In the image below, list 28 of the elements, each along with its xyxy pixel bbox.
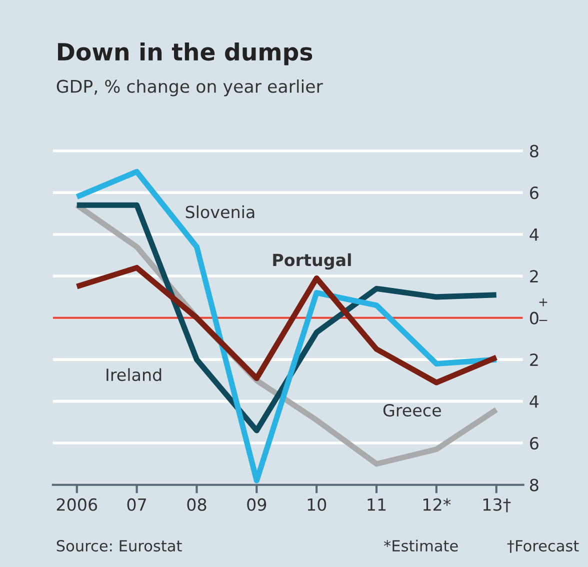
y-tick-label: 4 bbox=[530, 395, 539, 408]
x-tick-label: 07 bbox=[127, 498, 146, 511]
text: − bbox=[539, 320, 548, 321]
y-tick-label: 8 bbox=[530, 478, 538, 492]
x-tick-label: 2006 bbox=[56, 498, 98, 511]
y-tick-label: 6 bbox=[530, 437, 538, 450]
series-label: Portugal bbox=[273, 253, 351, 270]
y-tick-label: 6 bbox=[530, 186, 538, 200]
chart-title: Down in the dumps bbox=[58, 42, 312, 66]
x-tick-label: 10 bbox=[308, 498, 326, 511]
series-label: Greece bbox=[383, 404, 441, 417]
y-tick-label: 4 bbox=[530, 228, 539, 241]
y-tick-label: 2 bbox=[530, 354, 538, 366]
chart-subtitle: GDP, % change on year earlier bbox=[56, 79, 323, 96]
series-label: Slovenia bbox=[186, 205, 254, 218]
source-note: Source: Eurostat bbox=[56, 540, 182, 552]
y-tick-label: 2 bbox=[530, 270, 538, 282]
text: + bbox=[539, 298, 548, 306]
text: †Forecast bbox=[507, 540, 579, 553]
text: *Estimate bbox=[384, 540, 458, 552]
x-tick-label: 13† bbox=[483, 498, 511, 512]
x-tick-label: 12* bbox=[423, 498, 451, 511]
x-tick-label: 11 bbox=[368, 498, 386, 511]
x-tick-label: 08 bbox=[187, 498, 206, 511]
y-tick-label: 0 bbox=[530, 312, 538, 324]
x-tick-label: 09 bbox=[247, 498, 266, 511]
text: Ireland bbox=[106, 368, 162, 382]
y-tick-label: 8 bbox=[530, 144, 538, 158]
